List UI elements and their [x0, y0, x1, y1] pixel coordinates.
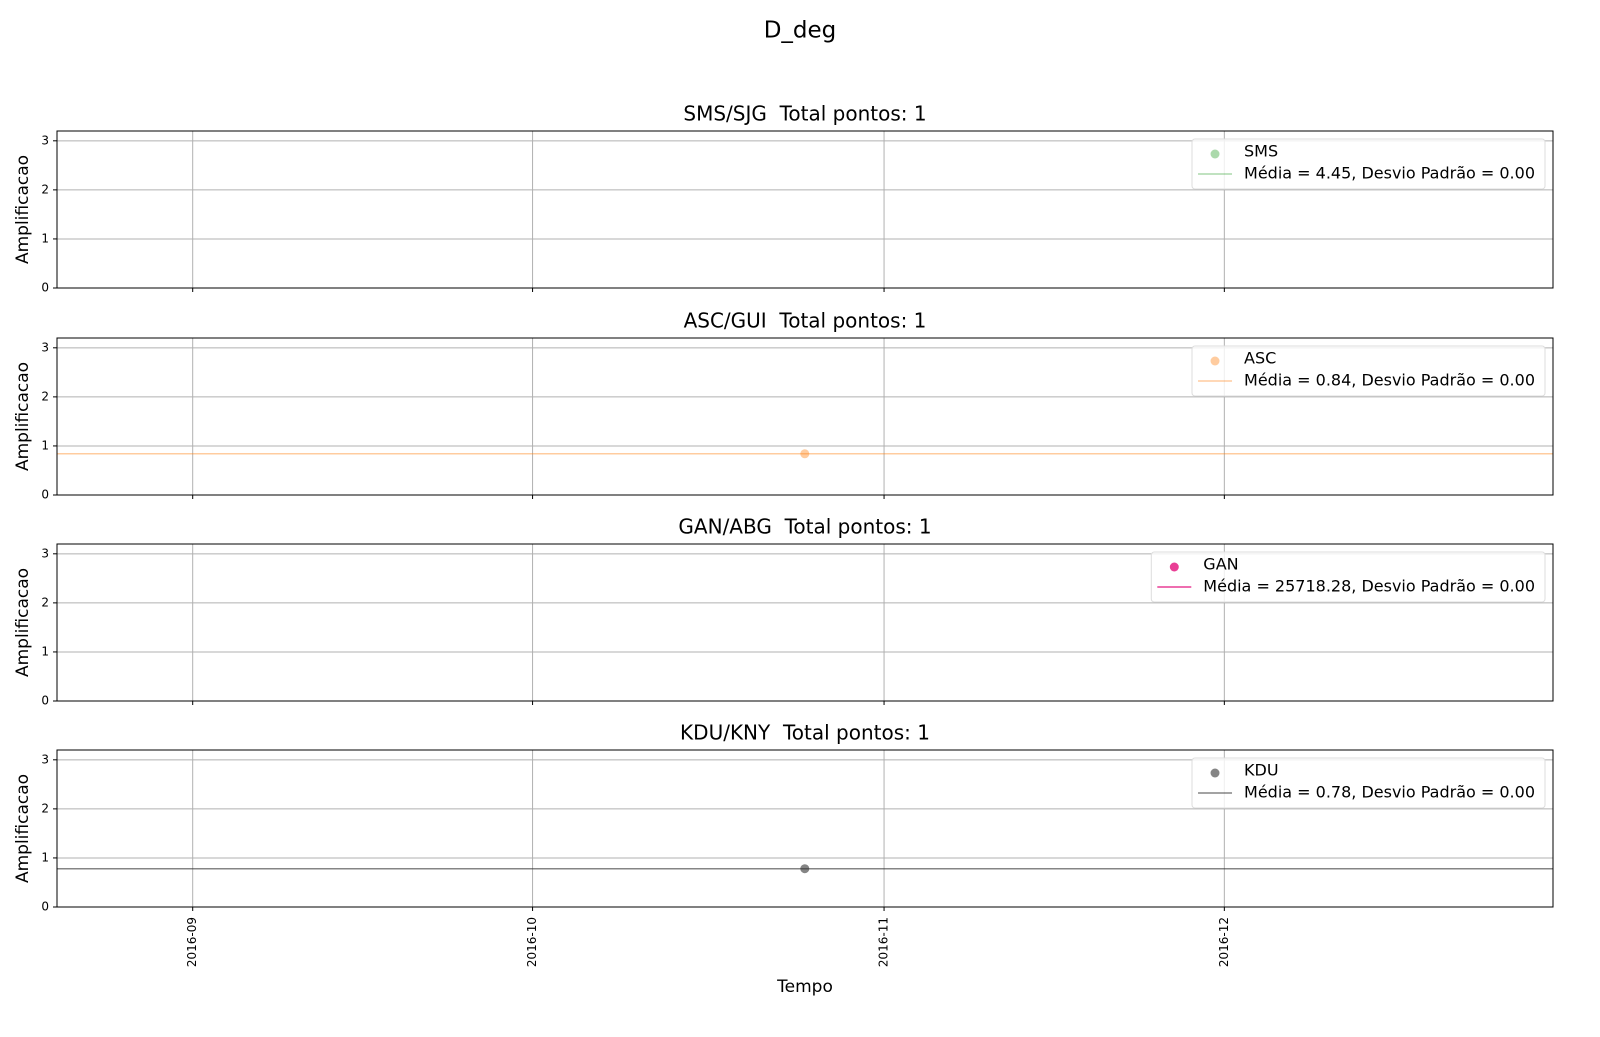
axes-frame	[56, 543, 1554, 702]
subplot: KDU/KNY Total pontos: 1 Amplificacao 0 1 2 3 2…	[13, 721, 1554, 967]
y-tick-label: 3	[41, 752, 49, 766]
subplot: ASC/GUI Total pontos: 1 Amplificacao 0 1 2 3 A…	[13, 309, 1554, 502]
y-tick-label: 2	[41, 182, 49, 196]
legend-label: SMS	[1244, 142, 1278, 161]
legend-box	[1150, 551, 1546, 603]
x-tick-label: 2016-12	[1217, 917, 1231, 967]
y-tick-label: 2	[41, 801, 49, 815]
y-axis-label: Amplificacao	[13, 774, 33, 883]
legend: ASC Média = 0.84, Desvio Padrão = 0.00	[1191, 345, 1546, 397]
legend: GAN Média = 25718.28, Desvio Padrão = 0.0…	[1150, 551, 1546, 603]
x-tick-label: 2016-10	[525, 917, 539, 967]
legend-box	[1191, 345, 1546, 397]
y-tick-label: 0	[41, 900, 49, 914]
legend-box	[1191, 757, 1546, 809]
y-tick-label: 1	[41, 850, 49, 864]
figure-title: D_deg	[764, 18, 837, 44]
legend-label: GAN	[1203, 555, 1238, 574]
y-tick-label: 1	[41, 438, 49, 452]
legend-label: Média = 4.45, Desvio Padrão = 0.00	[1244, 164, 1535, 183]
axes-frame	[56, 749, 1554, 908]
y-tick-label: 1	[41, 231, 49, 245]
y-tick-label: 3	[41, 133, 49, 147]
axes-frame	[56, 337, 1554, 496]
subplot-title: KDU/KNY Total pontos: 1	[680, 721, 930, 745]
subplot: GAN/ABG Total pontos: 1 Amplificacao 0 1 2 3 G…	[13, 515, 1554, 708]
y-axis-label: Amplificacao	[13, 362, 33, 471]
legend: KDU Média = 0.78, Desvio Padrão = 0.00	[1191, 757, 1546, 809]
legend-marker	[1169, 562, 1179, 572]
point	[800, 449, 810, 459]
subplot-title: ASC/GUI Total pontos: 1	[684, 309, 927, 333]
y-tick-label: 3	[41, 546, 49, 560]
legend-label: Média = 0.84, Desvio Padrão = 0.00	[1244, 371, 1535, 390]
y-axis-label: Amplificacao	[13, 155, 33, 264]
legend-box	[1191, 138, 1546, 190]
y-tick-label: 2	[41, 595, 49, 609]
y-tick-label: 0	[41, 488, 49, 502]
y-tick-label: 0	[41, 281, 49, 295]
plot-area	[57, 449, 1553, 459]
y-tick-label: 2	[41, 389, 49, 403]
legend-label: Média = 0.78, Desvio Padrão = 0.00	[1244, 783, 1535, 802]
legend-marker	[1210, 356, 1220, 366]
legend-label: ASC	[1244, 349, 1276, 368]
subplot-title: GAN/ABG Total pontos: 1	[678, 515, 931, 539]
x-axis-label: Tempo	[776, 977, 833, 997]
y-tick-label: 0	[41, 694, 49, 708]
y-tick-label: 1	[41, 644, 49, 658]
y-axis-label: Amplificacao	[13, 568, 33, 677]
x-tick-label: 2016-09	[185, 917, 199, 967]
plot-area	[57, 864, 1553, 874]
legend: SMS Média = 4.45, Desvio Padrão = 0.00	[1191, 138, 1546, 190]
subplot-title: SMS/SJG Total pontos: 1	[683, 102, 926, 126]
axes-frame	[56, 130, 1554, 289]
x-tick-label: 2016-11	[877, 917, 891, 967]
point	[800, 65, 809, 74]
legend-label: KDU	[1244, 761, 1279, 780]
y-tick-label: 3	[41, 340, 49, 354]
plot-area	[57, 65, 1553, 74]
legend-marker	[1210, 768, 1220, 778]
subplot: SMS/SJG Total pontos: 1 Amplificacao 0 1 2 3 S…	[13, 65, 1554, 295]
legend-marker	[1210, 149, 1220, 159]
legend-label: Média = 25718.28, Desvio Padrão = 0.00	[1203, 577, 1535, 596]
